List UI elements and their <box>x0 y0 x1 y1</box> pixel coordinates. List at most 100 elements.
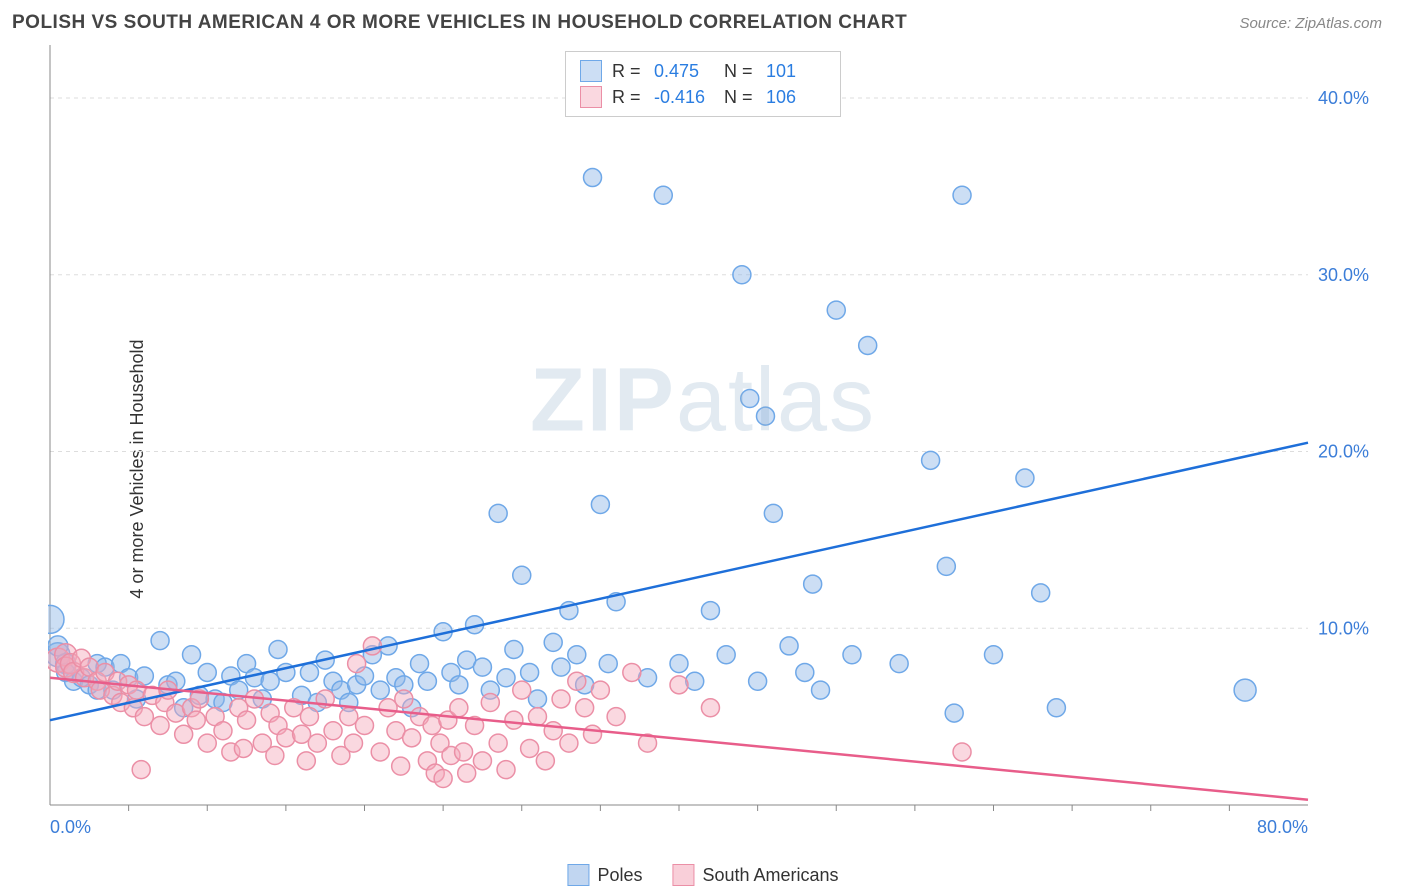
data-point <box>749 672 767 690</box>
data-point <box>796 663 814 681</box>
data-point <box>473 752 491 770</box>
data-point <box>584 169 602 187</box>
data-point <box>756 407 774 425</box>
data-point <box>780 637 798 655</box>
page-title: POLISH VS SOUTH AMERICAN 4 OR MORE VEHIC… <box>12 12 907 34</box>
data-point <box>363 637 381 655</box>
data-point <box>214 722 232 740</box>
data-point <box>261 672 279 690</box>
data-point <box>324 722 342 740</box>
data-point <box>198 663 216 681</box>
data-point <box>521 739 539 757</box>
data-point <box>48 605 64 633</box>
data-point <box>245 669 263 687</box>
data-point <box>599 655 617 673</box>
data-point <box>183 646 201 664</box>
data-point <box>411 655 429 673</box>
data-point <box>552 690 570 708</box>
legend-swatch <box>580 86 602 108</box>
n-value: 106 <box>766 87 826 108</box>
data-point <box>521 663 539 681</box>
data-point <box>458 764 476 782</box>
data-point <box>686 672 704 690</box>
data-point <box>544 722 562 740</box>
data-point <box>1016 469 1034 487</box>
data-point <box>151 716 169 734</box>
data-point <box>234 739 252 757</box>
data-point <box>528 708 546 726</box>
data-point <box>513 681 531 699</box>
data-point <box>481 693 499 711</box>
data-point <box>670 655 688 673</box>
data-point <box>489 504 507 522</box>
data-point <box>151 632 169 650</box>
y-tick-label: 40.0% <box>1318 88 1369 108</box>
data-point <box>568 646 586 664</box>
data-point <box>701 699 719 717</box>
data-point <box>623 663 641 681</box>
legend-row: R =0.475N =101 <box>580 58 826 84</box>
data-point <box>945 704 963 722</box>
data-point <box>238 711 256 729</box>
data-point <box>513 566 531 584</box>
data-point <box>300 663 318 681</box>
data-point <box>132 761 150 779</box>
data-point <box>293 725 311 743</box>
r-value: -0.416 <box>654 87 714 108</box>
series-legend: Poles South Americans <box>567 864 838 886</box>
data-point <box>392 757 410 775</box>
data-point <box>1047 699 1065 717</box>
data-point <box>198 734 216 752</box>
data-point <box>1032 584 1050 602</box>
data-point <box>576 699 594 717</box>
data-point <box>418 672 436 690</box>
data-point <box>843 646 861 664</box>
r-label: R = <box>612 61 644 82</box>
data-point <box>560 734 578 752</box>
data-point <box>371 743 389 761</box>
data-point <box>859 336 877 354</box>
data-point <box>591 681 609 699</box>
data-point <box>308 734 326 752</box>
data-point <box>395 690 413 708</box>
data-point <box>340 708 358 726</box>
n-label: N = <box>724 61 756 82</box>
data-point <box>266 747 284 765</box>
data-point <box>670 676 688 694</box>
data-point <box>812 681 830 699</box>
data-point <box>379 699 397 717</box>
series-legend-label: Poles <box>597 865 642 886</box>
data-point <box>344 734 362 752</box>
trend-line <box>50 678 1308 800</box>
legend-swatch <box>580 60 602 82</box>
data-point <box>890 655 908 673</box>
data-point <box>552 658 570 676</box>
data-point <box>953 186 971 204</box>
data-point <box>584 725 602 743</box>
data-point <box>528 690 546 708</box>
data-point <box>804 575 822 593</box>
x-tick-label: 0.0% <box>50 817 91 837</box>
chart-container: 4 or more Vehicles in Household 10.0%20.… <box>0 45 1406 892</box>
data-point <box>450 676 468 694</box>
series-legend-item: South Americans <box>672 864 838 886</box>
correlation-legend: R =0.475N =101R =-0.416N =106 <box>565 51 841 117</box>
data-point <box>473 658 491 676</box>
data-point <box>544 633 562 651</box>
data-point <box>403 729 421 747</box>
data-point <box>937 557 955 575</box>
data-point <box>269 640 287 658</box>
data-point <box>568 672 586 690</box>
data-point <box>953 743 971 761</box>
r-label: R = <box>612 87 644 108</box>
data-point <box>497 669 515 687</box>
n-label: N = <box>724 87 756 108</box>
data-point <box>985 646 1003 664</box>
legend-swatch <box>672 864 694 886</box>
data-point <box>455 743 473 761</box>
data-point <box>505 711 523 729</box>
data-point <box>607 708 625 726</box>
data-point <box>450 699 468 717</box>
data-point <box>497 761 515 779</box>
data-point <box>717 646 735 664</box>
